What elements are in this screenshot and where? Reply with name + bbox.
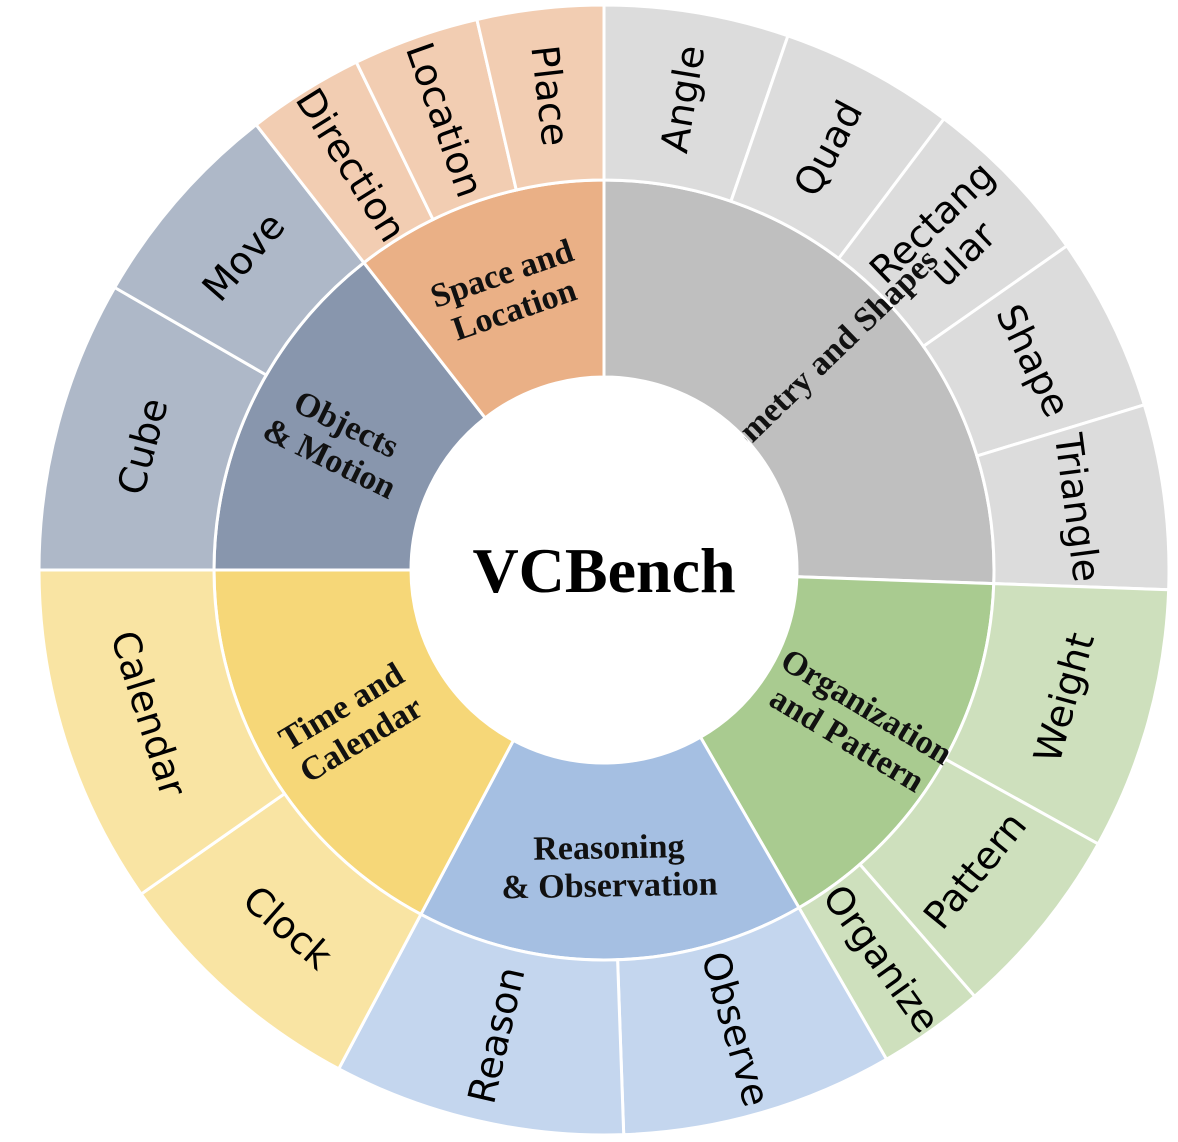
category-label-line: Reasoning [533, 828, 685, 868]
center-circle [411, 377, 797, 763]
category-label-line: & Observation [501, 866, 718, 907]
center-title: VCBench [472, 535, 735, 606]
category-label-reasoning-and-observation: Reasoning& Observation [500, 828, 718, 907]
subcategory-wedge-place [475, 3, 606, 192]
category-label-space-and-location: Space andLocation [426, 232, 591, 351]
outer-ring [37, 3, 1171, 1137]
